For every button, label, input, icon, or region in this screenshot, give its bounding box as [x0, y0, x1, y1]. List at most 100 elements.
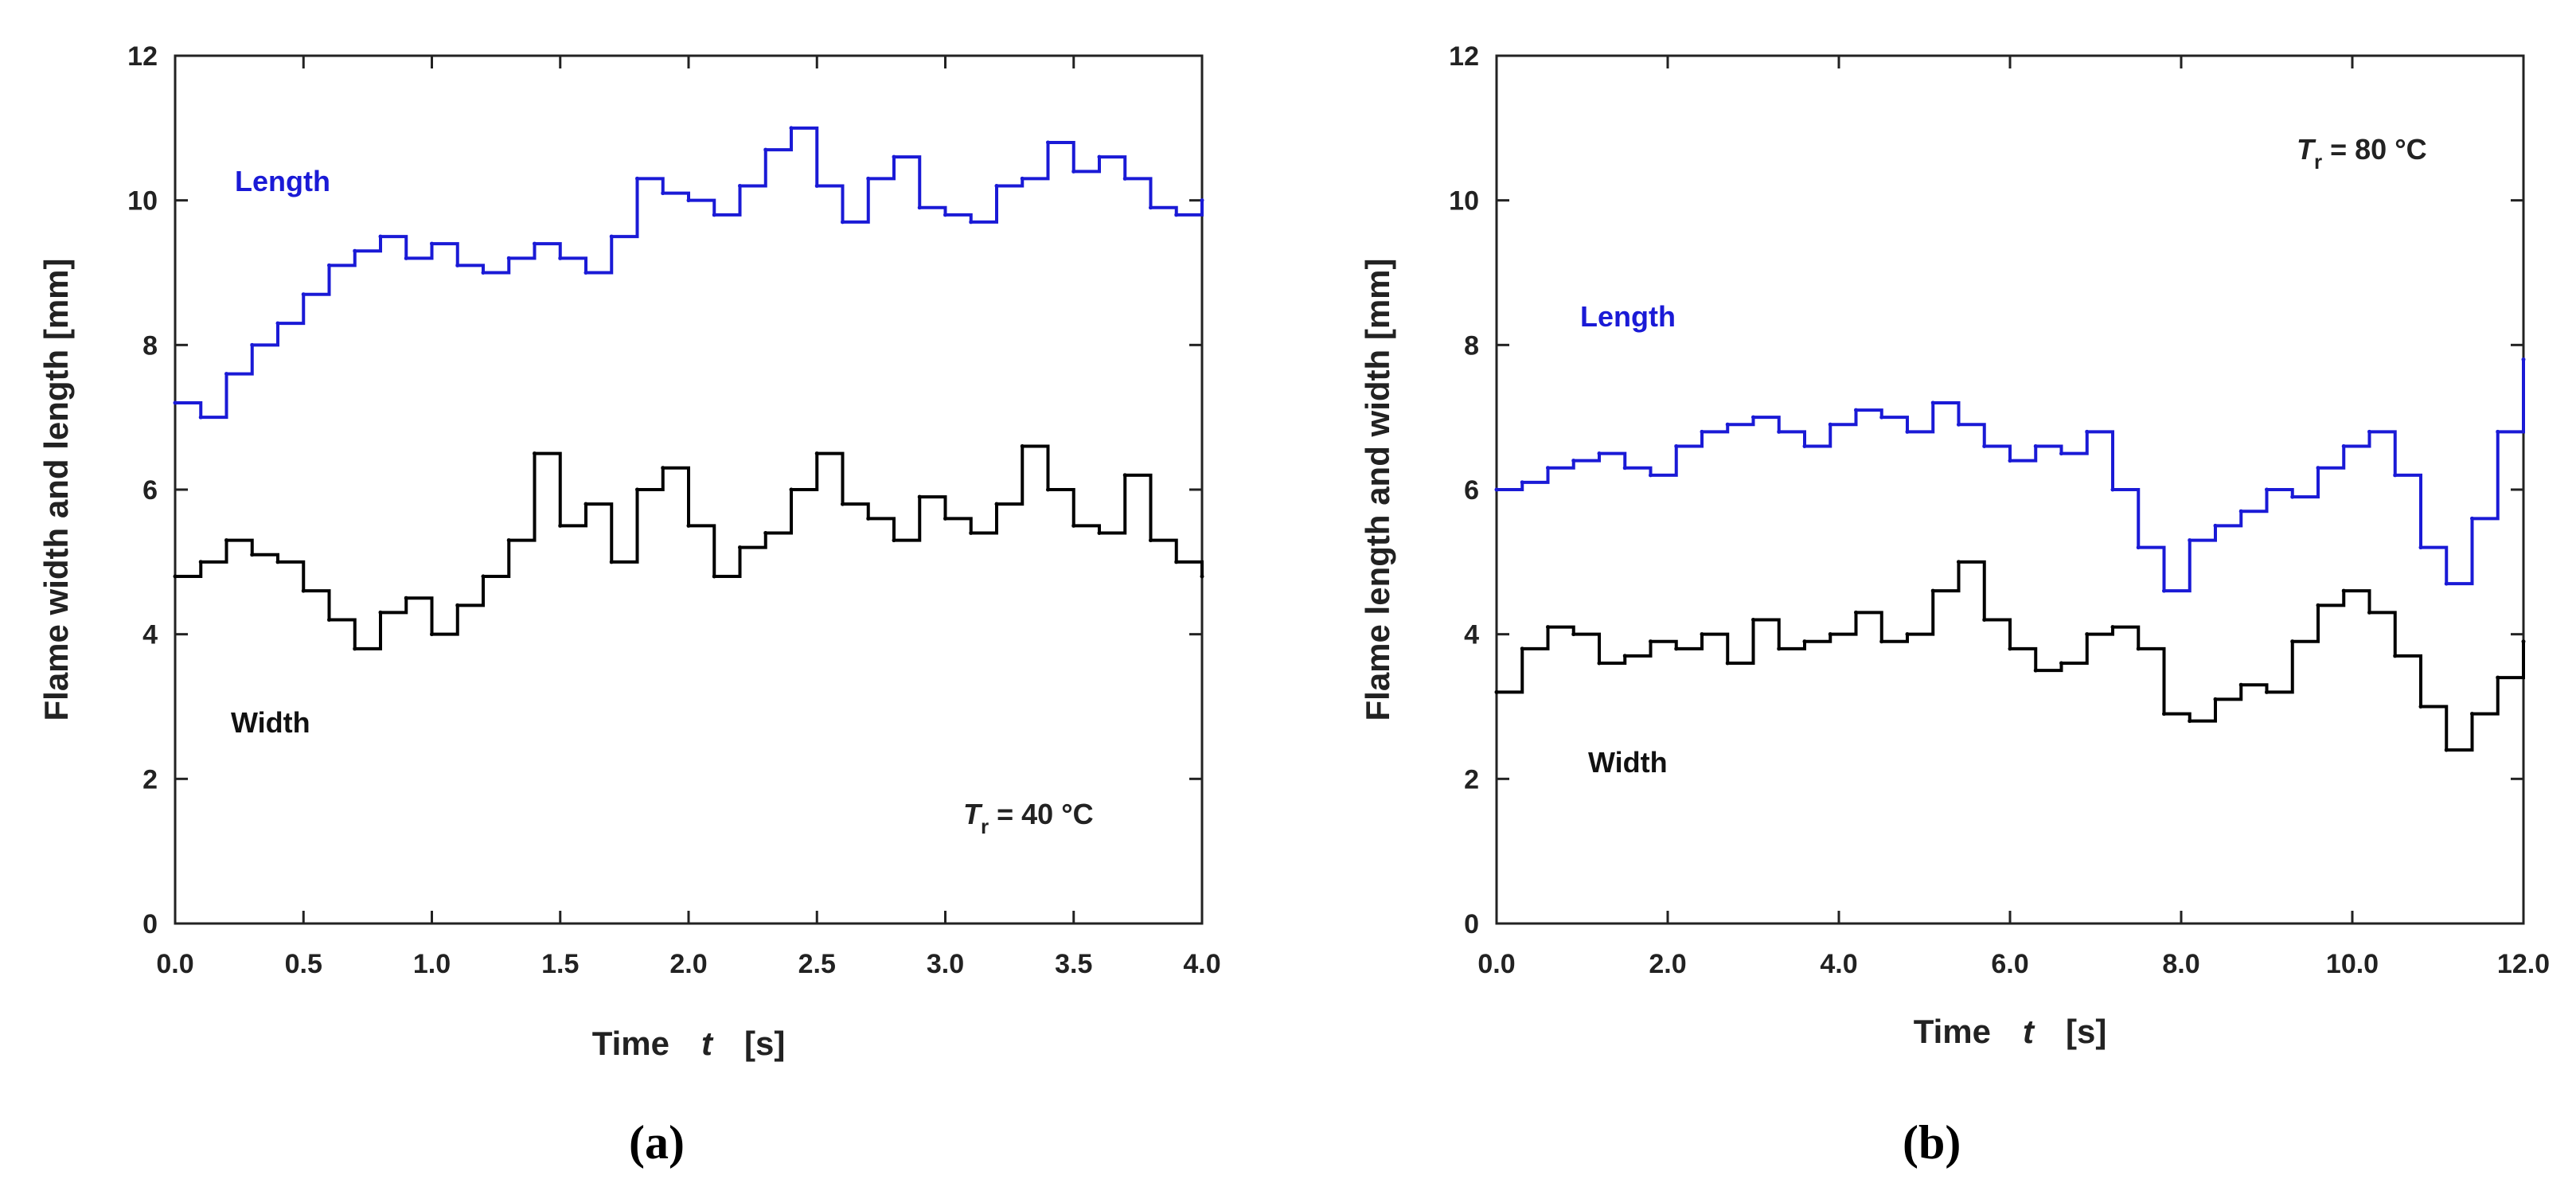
data-point-length-a-0 [173, 400, 178, 405]
x-axis-label-unit-b: [s] [2066, 1013, 2106, 1050]
data-point-length-a-17 [609, 234, 614, 239]
x-tick-label-a-5: 2.5 [798, 949, 836, 979]
data-point-length-b-31 [2290, 494, 2295, 499]
data-point-width-a-17 [609, 560, 614, 564]
data-point-width-a-18 [635, 487, 639, 492]
data-point-width-b-38 [2470, 712, 2474, 717]
data-point-length-a-28 [892, 154, 896, 159]
data-point-length-a-39 [1174, 213, 1179, 217]
panel-label-b: (b) [1903, 1116, 1961, 1169]
data-point-width-b-29 [2238, 682, 2243, 687]
data-point-width-a-34 [1046, 487, 1050, 492]
data-point-width-a-11 [455, 603, 460, 607]
data-point-length-a-40 [1200, 198, 1204, 203]
data-point-width-b-39 [2496, 675, 2500, 680]
data-point-width-a-38 [1149, 538, 1153, 543]
data-point-width-b-27 [2188, 719, 2192, 724]
data-point-width-b-31 [2290, 639, 2295, 644]
data-point-length-a-26 [841, 220, 845, 225]
axis-ticks-b: 0.0 2.0 4.0 6.0 8.0 10.0 12.0 0 2 4 6 8 10 12 [1449, 41, 2550, 979]
data-point-width-b-24 [2110, 625, 2115, 630]
data-point-width-b-21 [2033, 668, 2038, 673]
panel-label-a: (a) [629, 1116, 685, 1169]
data-point-length-b-2 [1546, 466, 1550, 471]
data-point-length-b-34 [2367, 429, 2371, 434]
data-point-length-b-10 [1751, 415, 1755, 420]
y-tick-label-b-5: 10 [1449, 186, 1479, 217]
series-line-width-b [1497, 560, 2525, 752]
data-point-width-b-8 [1700, 632, 1704, 637]
x-tick-label-b-0: 0.0 [1477, 949, 1515, 979]
data-point-length-a-20 [686, 198, 691, 203]
data-point-length-b-30 [2265, 487, 2269, 492]
data-point-length-b-35 [2393, 473, 2398, 478]
data-point-width-a-24 [789, 487, 794, 492]
data-point-length-a-16 [584, 271, 588, 275]
data-point-width-a-3 [250, 553, 255, 557]
data-point-length-a-13 [506, 256, 511, 260]
data-point-length-a-1 [198, 415, 203, 420]
annotation-symbol-a: T [963, 798, 983, 830]
x-tick-label-b-6: 12.0 [2497, 949, 2550, 979]
data-point-width-b-14 [1854, 610, 1858, 615]
data-point-width-a-31 [969, 531, 974, 535]
data-point-width-a-20 [686, 523, 691, 528]
data-point-length-a-34 [1046, 140, 1050, 145]
data-point-length-b-36 [2418, 545, 2423, 550]
x-tick-label-a-2: 1.0 [413, 949, 451, 979]
annotation-subscript-b: r [2314, 150, 2322, 174]
x-axis-label-var-a: t [701, 1025, 714, 1062]
data-point-width-b-3 [1571, 632, 1576, 637]
data-point-width-a-22 [738, 545, 742, 550]
data-point-width-a-6 [327, 618, 331, 622]
data-point-width-a-21 [712, 574, 716, 579]
data-point-width-b-11 [1777, 646, 1782, 651]
y-tick-label-b-1: 2 [1464, 764, 1479, 795]
data-point-length-a-23 [763, 147, 768, 152]
data-point-width-b-19 [1982, 618, 1987, 622]
y-tick-label-b-6: 12 [1449, 41, 1479, 72]
x-tick-label-a-8: 4.0 [1183, 949, 1220, 979]
data-point-length-b-1 [1520, 480, 1524, 485]
data-point-width-b-10 [1751, 618, 1755, 622]
data-point-length-b-8 [1700, 429, 1704, 434]
y-axis-label-b: Flame length and width [mm] [1359, 258, 1396, 720]
data-point-length-b-7 [1674, 444, 1679, 448]
data-point-width-b-12 [1802, 639, 1807, 644]
x-axis-label-unit-a: [s] [744, 1025, 785, 1062]
data-point-length-b-5 [1622, 466, 1627, 471]
x-tick-label-b-1: 2.0 [1649, 949, 1686, 979]
data-point-length-a-37 [1122, 176, 1127, 181]
y-tick-label-b-2: 4 [1464, 620, 1479, 650]
x-axis-label-var-b: t [2023, 1013, 2035, 1050]
data-point-width-a-13 [506, 538, 511, 543]
data-point-length-b-40 [2521, 357, 2526, 361]
data-point-width-b-2 [1546, 625, 1550, 630]
data-point-length-b-3 [1571, 459, 1576, 463]
y-tick-label-a-0: 0 [142, 909, 158, 939]
data-point-width-a-5 [301, 588, 306, 593]
data-point-length-b-29 [2238, 509, 2243, 513]
data-point-width-a-2 [224, 538, 228, 543]
data-point-width-a-30 [943, 516, 947, 521]
data-point-length-b-16 [1905, 429, 1910, 434]
data-point-length-a-7 [353, 248, 357, 253]
y-tick-label-a-5: 10 [127, 186, 158, 217]
series-group-a [173, 126, 1204, 651]
data-point-length-b-20 [2008, 459, 2012, 463]
x-tick-label-b-2: 4.0 [1820, 949, 1857, 979]
data-point-length-a-2 [224, 372, 228, 377]
data-point-length-a-38 [1149, 205, 1153, 210]
data-point-width-b-37 [2444, 748, 2449, 752]
data-point-length-a-9 [404, 256, 408, 260]
data-point-width-b-30 [2265, 689, 2269, 694]
series-label-width-b: Width [1588, 746, 1668, 779]
data-point-width-a-10 [430, 632, 434, 637]
axis-ticks-a: 0.0 0.5 1.0 1.5 2.0 2.5 3.0 3.5 4.0 0 2 4 6 8 10 12 [127, 41, 1220, 979]
data-point-width-a-39 [1174, 560, 1179, 564]
data-point-width-b-36 [2418, 705, 2423, 709]
data-point-length-a-15 [558, 256, 563, 260]
panel-a: 0.0 0.5 1.0 1.5 2.0 2.5 3.0 3.5 4.0 0 2 4 6 8 10 12 Len… [37, 41, 1221, 1169]
